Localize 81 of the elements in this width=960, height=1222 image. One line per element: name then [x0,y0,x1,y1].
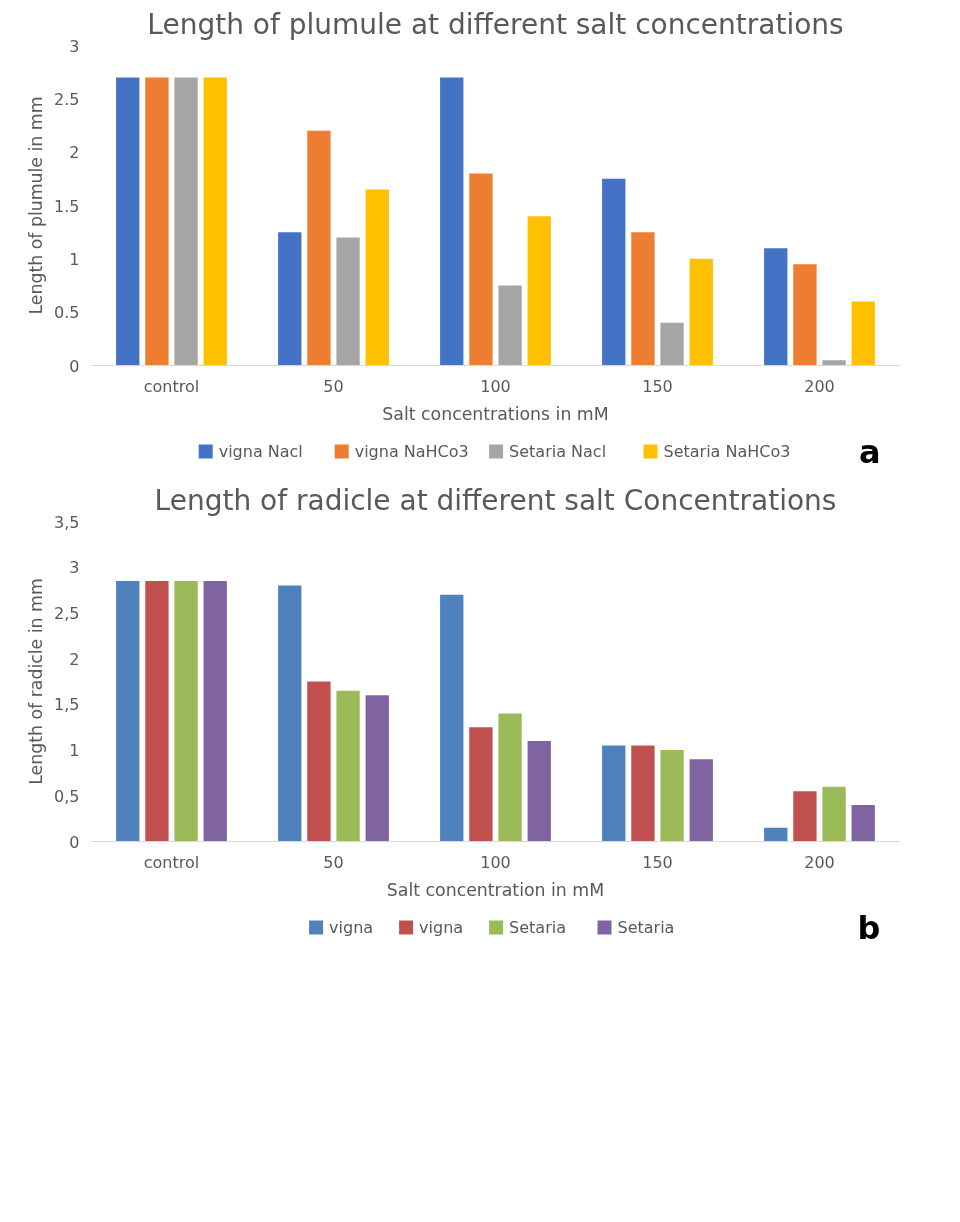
x-tick-label: control [143,376,200,396]
x-axis-title: Salt concentrations in mM [382,403,609,424]
bar [602,178,626,366]
bar [174,77,198,366]
chart-title: Length of radicle at different salt Concentrations [154,483,837,517]
bar [793,264,817,366]
y-tick-label: 0 [69,832,80,852]
y-tick-label: 1 [69,249,80,269]
y-tick-label: 2 [69,143,80,163]
text: b [857,908,881,947]
bar [689,759,713,842]
bar [116,77,140,366]
bar [498,285,522,366]
y-tick-label: 2,5 [54,603,80,623]
bar [631,745,655,842]
x-tick-label: 200 [804,852,835,872]
bar [469,173,493,366]
legend-label: vigna Nacl [218,442,303,461]
y-tick-label: 0 [69,356,80,376]
y-axis-title: Length of radicle in mm [26,578,47,785]
x-tick-label: control [143,852,200,872]
bar [851,301,875,366]
bar [145,77,169,366]
x-axis-title: Salt concentration in mM [386,879,605,900]
bar [440,77,464,366]
legend-label: Setaria NaHCo3 [663,442,791,461]
bar [793,791,817,842]
legend-label: Setaria [509,918,567,937]
bar [660,322,684,366]
x-tick-label: 150 [642,376,673,396]
y-tick-label: 3 [69,36,80,56]
bar [440,594,464,842]
bar [660,750,684,842]
x-tick-label: 150 [642,852,673,872]
bar [822,786,846,842]
y-tick-label: 3 [69,558,80,578]
bar [174,580,198,842]
text: a [858,432,881,471]
bar [469,727,493,842]
x-tick-label: 100 [480,852,511,872]
legend-label: vigna [329,918,374,937]
x-tick-label: 100 [480,376,511,396]
bar [764,827,788,842]
bar [116,580,140,842]
y-tick-label: 0,5 [54,786,80,806]
bar [278,232,302,366]
legend-label: vigna [419,918,464,937]
bar [764,248,788,366]
bar [307,130,331,366]
y-axis-title: Length of plumule in mm [26,96,47,315]
chart-title: Length of plumule at different salt concentrations [147,7,844,41]
bar [498,713,522,842]
bar [307,681,331,842]
bar [365,695,389,842]
bar [278,585,302,842]
y-tick-label: 1,5 [54,695,80,715]
y-tick-label: 1.5 [54,196,80,216]
y-tick-label: 2 [69,649,80,669]
x-tick-label: 50 [323,852,344,872]
bar [203,77,227,366]
x-tick-label: 50 [323,376,344,396]
y-tick-label: 1 [69,741,80,761]
bar [527,740,551,842]
y-tick-label: 3,5 [54,512,80,532]
legend-label: vigna NaHCo3 [354,442,469,461]
y-tick-label: 0.5 [54,303,80,323]
x-tick-label: 200 [804,376,835,396]
bar [851,804,875,842]
y-tick-label: 2.5 [54,89,80,109]
legend-label: Setaria [617,918,675,937]
bar [365,189,389,366]
bar [145,580,169,842]
bar [631,232,655,366]
legend-label: Setaria Nacl [509,442,607,461]
bar [336,690,360,842]
bar [689,258,713,366]
bar [336,237,360,366]
bar [602,745,626,842]
bar [527,216,551,366]
bar [203,580,227,842]
bar [822,360,846,366]
